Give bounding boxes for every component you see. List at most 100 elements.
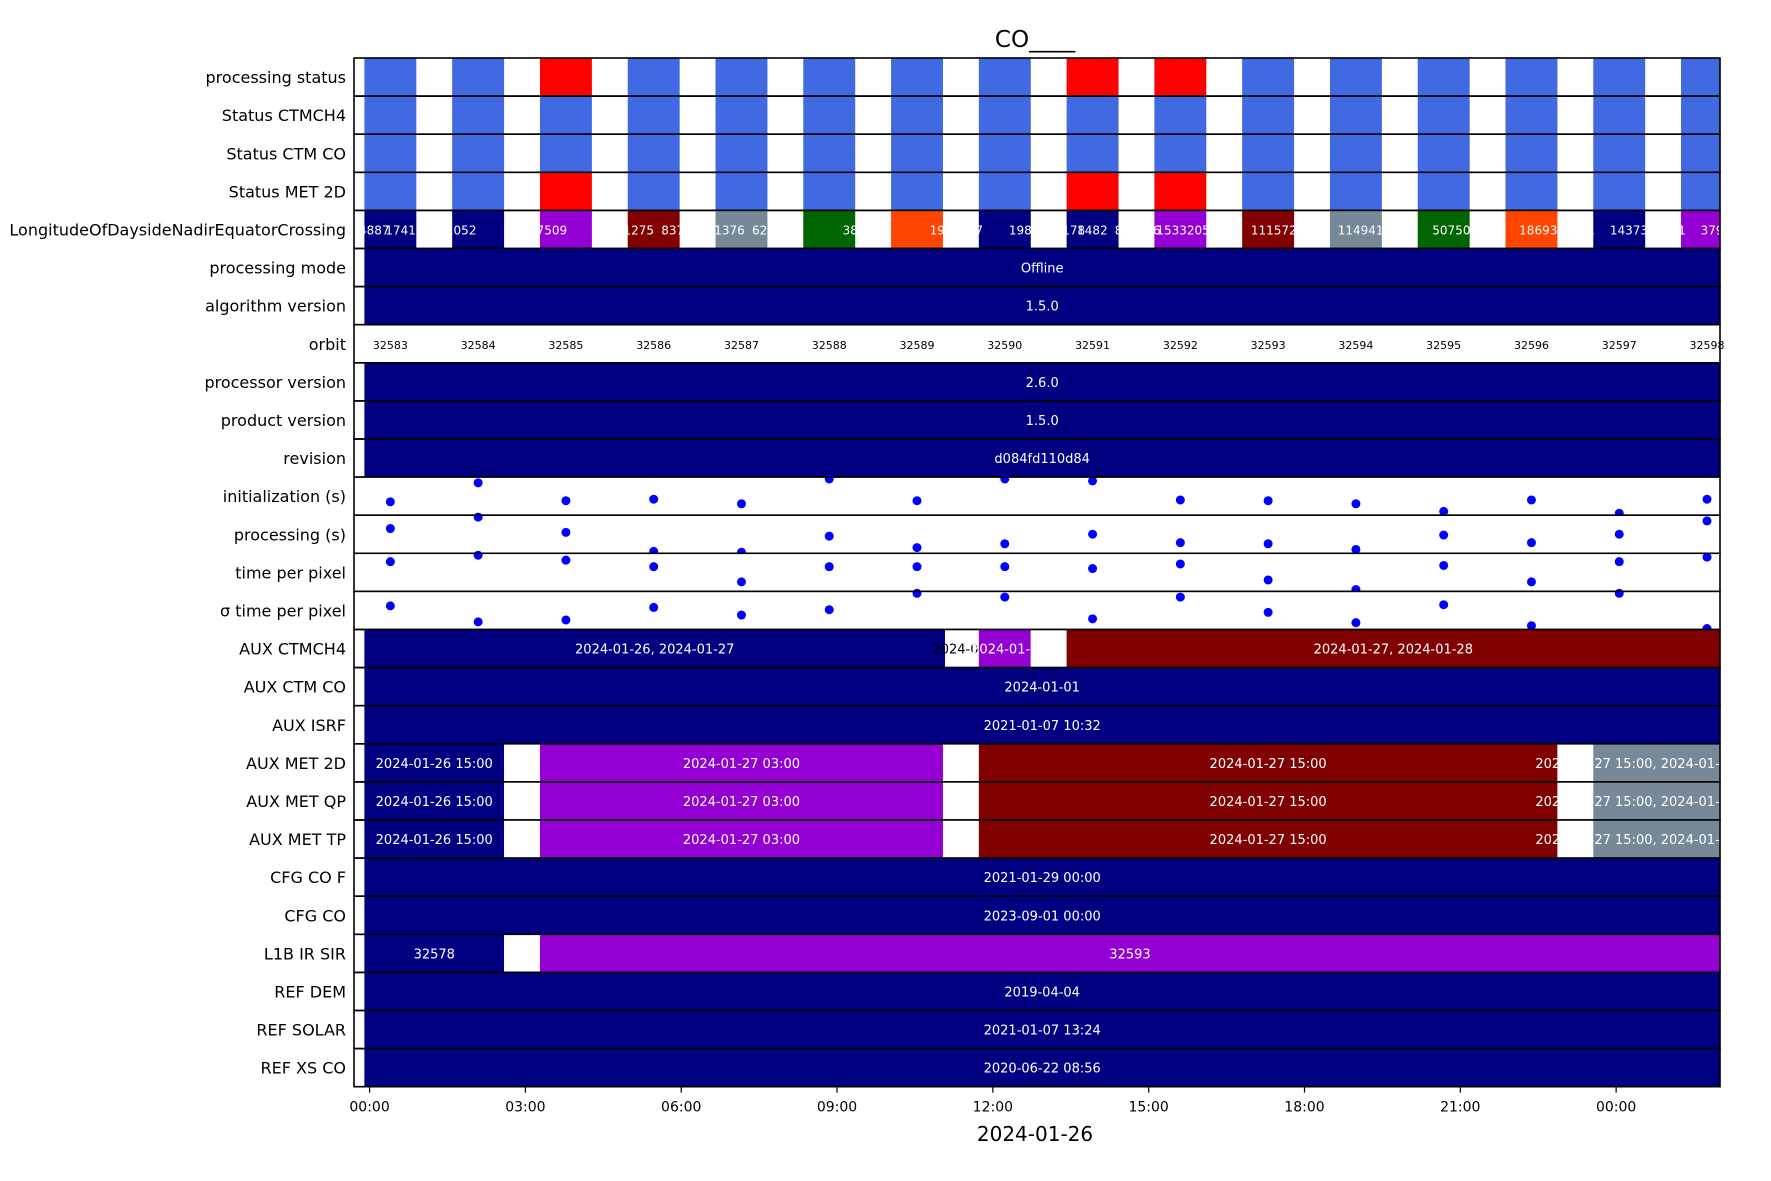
status-cell <box>1681 172 1720 211</box>
longitude-value: 1376 <box>714 223 745 237</box>
segment-bar <box>504 781 540 820</box>
orbit-number: 32595 <box>1426 339 1461 352</box>
data-point <box>1439 600 1449 610</box>
data-point <box>1088 529 1098 539</box>
longitude-cell <box>715 210 768 249</box>
row-label-aux-ctmch4: AUX CTMCH4 <box>239 640 346 659</box>
longitude-value: 507507 <box>1432 223 1478 237</box>
orbit-number: 32596 <box>1514 339 1549 352</box>
longitude-value: 1533205 <box>1156 223 1209 237</box>
segment-bar <box>364 667 1720 706</box>
longitude-cell <box>1593 210 1646 249</box>
row-label-time-per-pixel: σ time per pixel <box>220 601 346 620</box>
data-point <box>1263 575 1273 585</box>
status-cell <box>1242 172 1295 211</box>
row-aux-met-2d: AUX MET 2D 2024-01-26 15:00 2024-01-27 03:… <box>246 742 1771 783</box>
segment-bar <box>945 629 979 668</box>
status-cell <box>1154 172 1207 211</box>
segment-label: 2024-01-26 15:00 <box>376 795 493 810</box>
segment-label: 2024-01-26 15:00 <box>376 757 493 772</box>
data-point <box>1000 474 1010 484</box>
data-point <box>736 610 746 620</box>
data-point <box>649 602 659 612</box>
longitude-value: 1986827178 <box>1009 223 1085 237</box>
segment-bar <box>978 781 1558 820</box>
orbit-number: 32588 <box>812 339 847 352</box>
segment-label: d084fd110d84 <box>994 452 1090 467</box>
segment-bar <box>1066 629 1720 668</box>
row-label-status-ctm-co: Status CTM CO <box>226 144 346 163</box>
row-aux-met-tp: AUX MET TP 2024-01-26 15:00 2024-01-27 03:… <box>249 819 1771 859</box>
longitude-value: 1482 <box>1077 223 1108 237</box>
status-cell <box>715 58 768 97</box>
segment-label: 2023-09-01 00:00 <box>984 909 1101 924</box>
row-label-ref-solar: REF SOLAR <box>256 1021 346 1040</box>
segment-label: 2024-01-26 15:00 <box>376 833 493 848</box>
chart-title: CO____ <box>995 27 1076 53</box>
status-cell <box>1066 134 1119 173</box>
orbit-number: 32594 <box>1338 339 1373 352</box>
row-cfg-co-f: CFG CO F 2021-01-29 00:00 <box>270 857 1721 897</box>
row-processing-mode: processing mode Offline <box>209 247 1721 288</box>
data-point <box>1175 559 1185 569</box>
longitude-value: 1149418 <box>1338 223 1391 237</box>
longitude-value: 845916 <box>1115 223 1161 237</box>
segment-label: Offline <box>1021 262 1064 277</box>
orbit-number: 32585 <box>548 339 583 352</box>
row-status-met-2d: Status MET 2D <box>229 171 1721 212</box>
status-cell <box>1593 58 1646 97</box>
row-cfg-co: CFG CO 2023-09-01 00:00 <box>284 895 1721 936</box>
data-point <box>1439 560 1449 570</box>
segment-bar <box>539 781 943 820</box>
row-aux-ctm-co: AUX CTM CO 2024-01-01 <box>244 666 1721 707</box>
data-point <box>1175 538 1185 548</box>
longitude-cell <box>1505 210 1558 249</box>
data-point <box>1351 544 1361 554</box>
segment-bar <box>364 705 1720 744</box>
longitude-cell <box>627 210 680 249</box>
data-point <box>1351 499 1361 509</box>
longitude-cell <box>978 210 1031 249</box>
segment-bar <box>364 1010 1720 1049</box>
longitude-value: 837219 <box>661 223 707 237</box>
segment-label: 2024-01-27 03:00 <box>683 795 800 810</box>
status-cell <box>1593 134 1646 173</box>
segment-label: 2024-01-27 15:00 <box>1210 833 1327 848</box>
row-label-time-per-pixel: time per pixel <box>235 563 346 582</box>
status-cell <box>891 96 943 135</box>
orbit-number: 32593 <box>1251 339 1286 352</box>
status-cell <box>803 172 856 211</box>
data-point <box>1614 557 1624 567</box>
segment-bar <box>1557 743 1594 782</box>
orbit-number: 32590 <box>987 339 1022 352</box>
status-cell <box>364 172 417 211</box>
data-point <box>473 550 483 560</box>
data-point <box>824 474 834 484</box>
data-point <box>824 562 834 572</box>
status-cell <box>1681 96 1720 135</box>
status-cell <box>1417 96 1470 135</box>
status-cell <box>364 134 417 173</box>
segment-label: 2024-01-27, 2024-01-28 <box>1314 643 1473 658</box>
data-point <box>1526 495 1536 505</box>
status-cell <box>803 58 856 97</box>
x-tick-label: 21:00 <box>1440 1100 1480 1116</box>
status-cell <box>1417 172 1470 211</box>
segment-label: 2019-04-04 <box>1004 985 1080 1000</box>
segment-label: 2020-06-22 08:56 <box>984 1062 1101 1077</box>
status-cell <box>452 58 505 97</box>
row-status-ctmch4: Status CTMCH4 <box>222 95 1721 135</box>
segment-label: 2024-01-27 15:00 <box>1210 795 1327 810</box>
data-point <box>1263 539 1273 549</box>
segment-label: 2024-01-27 15:00 <box>1210 757 1327 772</box>
data-point <box>1088 614 1098 624</box>
data-point <box>1351 618 1361 628</box>
segment-label: 2024-01-27 03:00 <box>683 757 800 772</box>
longitude-cell <box>1066 210 1119 249</box>
longitude-value: 1989807 <box>930 223 983 237</box>
row-label-cfg-co-f: CFG CO F <box>270 868 346 887</box>
segment-bar <box>539 820 943 859</box>
longitude-cell <box>1681 210 1720 249</box>
